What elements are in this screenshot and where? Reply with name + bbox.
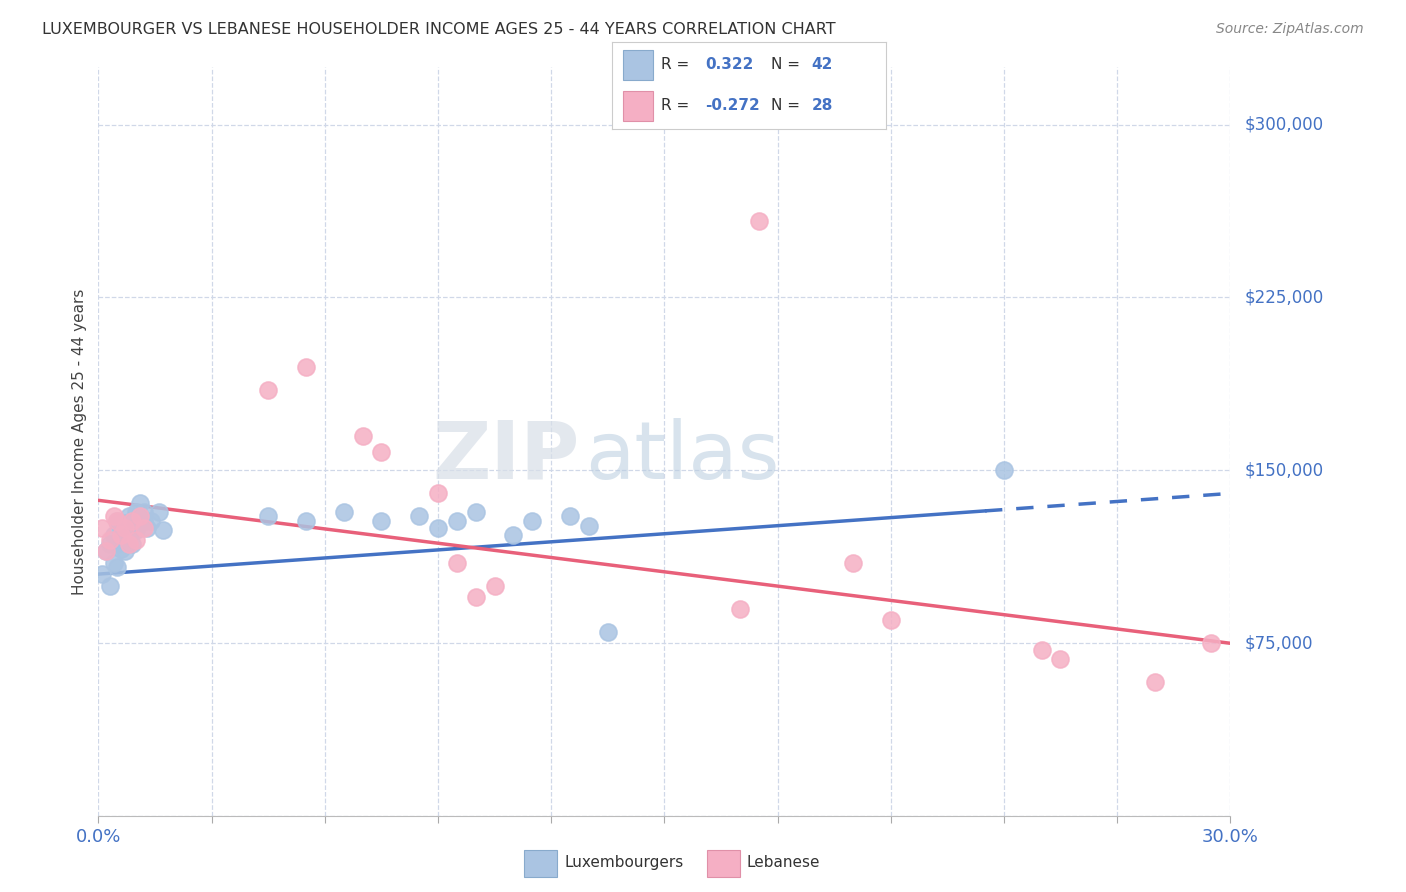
Text: -0.272: -0.272: [704, 98, 759, 113]
Point: [98, 579, 121, 593]
Point: [295, 359, 318, 374]
Point: [117, 537, 139, 551]
Point: [117, 509, 139, 524]
Point: [129, 509, 152, 524]
Point: [105, 560, 128, 574]
Point: [370, 445, 392, 459]
Point: [125, 505, 148, 519]
Point: [103, 556, 125, 570]
Bar: [623, 50, 652, 79]
Point: [132, 505, 155, 519]
Point: [993, 463, 1015, 477]
Bar: [623, 91, 652, 120]
Point: [105, 537, 128, 551]
Y-axis label: Householder Income Ages 25 - 44 years: Householder Income Ages 25 - 44 years: [72, 288, 87, 595]
Point: [117, 528, 139, 542]
Text: $150,000: $150,000: [1244, 461, 1323, 479]
Text: R =: R =: [661, 98, 689, 113]
Point: [98, 537, 121, 551]
Text: 0.322: 0.322: [704, 57, 754, 72]
Point: [370, 514, 392, 528]
Point: [464, 590, 486, 604]
Point: [522, 514, 544, 528]
Point: [105, 514, 128, 528]
Point: [129, 509, 152, 524]
Point: [464, 505, 486, 519]
Point: [91, 567, 114, 582]
Point: [114, 521, 136, 535]
Point: [103, 528, 125, 542]
Point: [105, 514, 128, 528]
Point: [352, 429, 374, 443]
Point: [121, 537, 143, 551]
Point: [257, 383, 280, 397]
Bar: [707, 850, 740, 877]
Text: 42: 42: [811, 57, 834, 72]
Text: LUXEMBOURGER VS LEBANESE HOUSEHOLDER INCOME AGES 25 - 44 YEARS CORRELATION CHART: LUXEMBOURGER VS LEBANESE HOUSEHOLDER INC…: [42, 22, 835, 37]
Point: [446, 514, 468, 528]
Text: Lebanese: Lebanese: [747, 855, 820, 870]
Point: [1201, 636, 1223, 650]
Point: [427, 521, 450, 535]
Point: [502, 528, 524, 542]
Point: [748, 214, 770, 228]
Point: [152, 524, 174, 538]
Point: [121, 514, 143, 528]
Point: [114, 516, 136, 531]
Point: [110, 541, 132, 556]
Point: [125, 524, 148, 538]
Point: [132, 514, 155, 528]
Point: [91, 521, 114, 535]
Text: $225,000: $225,000: [1244, 288, 1323, 307]
Point: [1143, 675, 1166, 690]
Point: [136, 521, 159, 535]
Text: Source: ZipAtlas.com: Source: ZipAtlas.com: [1216, 22, 1364, 37]
Text: N =: N =: [770, 57, 800, 72]
Point: [148, 505, 170, 519]
Point: [842, 556, 865, 570]
Point: [484, 579, 506, 593]
Point: [728, 601, 751, 615]
Point: [257, 509, 280, 524]
Point: [110, 528, 132, 542]
Point: [125, 533, 148, 547]
Point: [132, 521, 155, 535]
Text: Luxembourgers: Luxembourgers: [564, 855, 683, 870]
Point: [110, 521, 132, 535]
Point: [129, 495, 152, 509]
Point: [103, 509, 125, 524]
Text: ZIP: ZIP: [432, 417, 579, 496]
Point: [408, 509, 430, 524]
Point: [121, 514, 143, 528]
Text: atlas: atlas: [585, 417, 779, 496]
Text: R =: R =: [661, 57, 689, 72]
Text: $300,000: $300,000: [1244, 116, 1323, 134]
Text: $75,000: $75,000: [1244, 634, 1313, 652]
Point: [94, 544, 117, 558]
Point: [94, 544, 117, 558]
Point: [141, 514, 163, 528]
Point: [578, 518, 600, 533]
Point: [596, 624, 619, 639]
Point: [1049, 652, 1071, 666]
Point: [427, 486, 450, 500]
Point: [114, 533, 136, 547]
Point: [1031, 643, 1053, 657]
Point: [446, 556, 468, 570]
Bar: [524, 850, 557, 877]
Point: [558, 509, 581, 524]
Point: [295, 514, 318, 528]
Point: [114, 544, 136, 558]
Point: [880, 613, 903, 627]
Point: [98, 533, 121, 547]
Text: 28: 28: [811, 98, 834, 113]
Point: [332, 505, 354, 519]
Text: N =: N =: [770, 98, 800, 113]
